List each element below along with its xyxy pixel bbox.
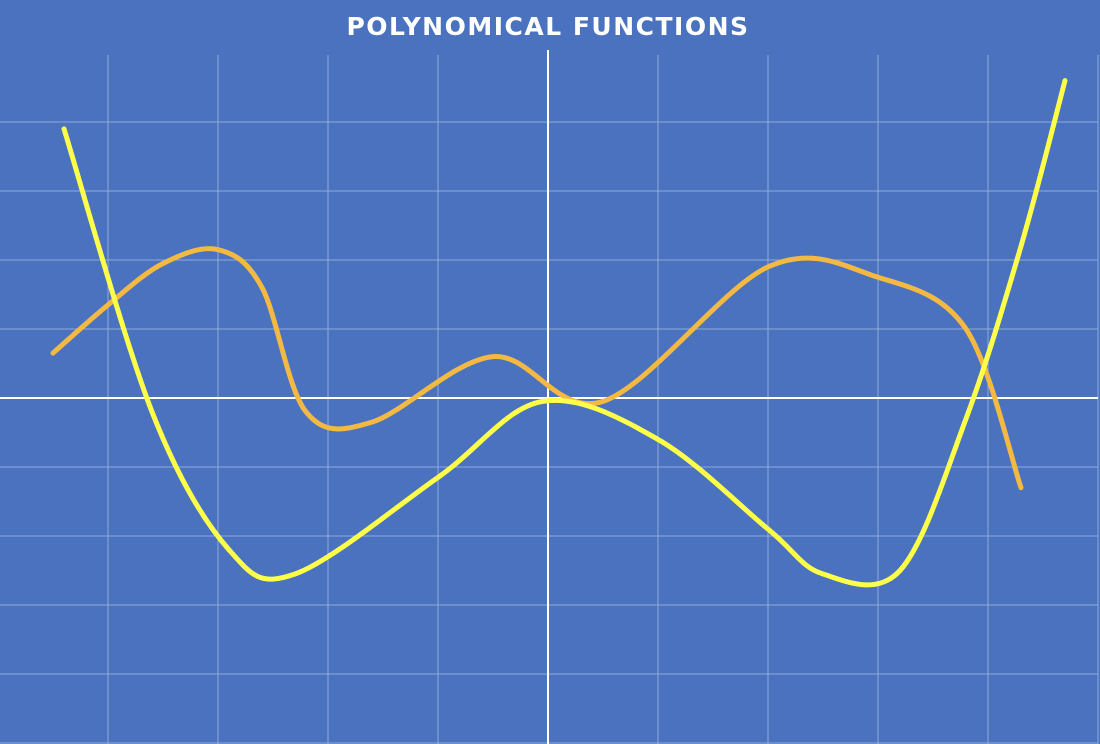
chart-title: POLYNOMICAL FUNCTIONS: [346, 12, 750, 41]
axes: [0, 50, 1098, 744]
series-group: [50, 78, 1068, 588]
series-line-2: [61, 78, 1068, 588]
series-line-1: [50, 246, 1024, 491]
